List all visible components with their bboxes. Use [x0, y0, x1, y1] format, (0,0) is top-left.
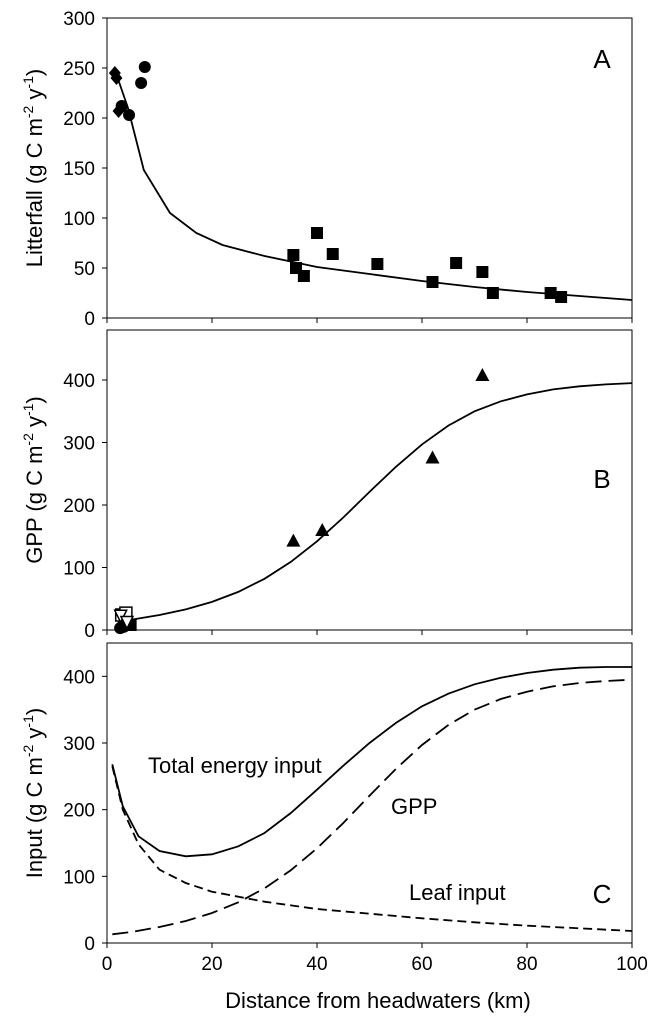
y-tick-label: 0: [84, 309, 95, 330]
panel-label-b: B: [593, 464, 610, 494]
y-tick-label: 300: [63, 434, 95, 455]
y-tick-label: 300: [63, 9, 95, 30]
y-tick-label: 200: [63, 801, 95, 822]
x-axis-label: Distance from headwaters (km): [225, 988, 531, 1013]
data-point-square: [297, 270, 310, 282]
y-tick-label: 100: [63, 559, 95, 580]
y-tick-label: 0: [84, 621, 95, 642]
data-point-square: [311, 227, 323, 239]
x-tick-label: 80: [516, 954, 537, 975]
y-tick-label: 400: [63, 371, 95, 392]
fit-curve: [114, 69, 633, 301]
series-line-leaf-input: [111, 766, 633, 932]
x-tick-label: 60: [411, 954, 432, 975]
panel-a-litterfall: 0 50 100 150 200 250 300 Litterfall (g C m-2 y-…: [20, 9, 633, 330]
data-point-square: [287, 249, 300, 261]
panel-label-a: A: [593, 44, 611, 74]
x-tick-label: 100: [616, 954, 648, 975]
data-point-square: [326, 248, 339, 260]
data-point-circle: [115, 100, 128, 112]
data-point-circle: [135, 77, 148, 89]
x-tick-label: 0: [102, 954, 113, 975]
y-tick-label: 100: [63, 209, 95, 230]
y-tick-label: 300: [63, 734, 95, 755]
x-tick-label: 20: [201, 954, 222, 975]
y-tick-label: 200: [63, 496, 95, 517]
annotation-gpp: GPP: [391, 794, 437, 819]
data-point-circle: [138, 61, 151, 73]
y-tick-label: 0: [84, 934, 95, 955]
data-point-square: [544, 287, 557, 299]
data-point-diamond: [110, 71, 123, 85]
series-line-gpp: [112, 678, 633, 936]
series-line-total-energy-input: [111, 666, 632, 858]
y-axis-label: Input (g C m-2 y-1): [20, 708, 47, 878]
data-point-triangle: [425, 450, 440, 464]
plot-frame: [106, 17, 633, 319]
y-tick-label: 50: [74, 259, 95, 280]
data-point-square: [426, 276, 439, 288]
annotation-total-energy-input: Total energy input: [148, 753, 322, 778]
data-point-square: [555, 291, 568, 303]
x-tick-label: 40: [306, 954, 327, 975]
data-point-square: [486, 287, 499, 299]
y-tick-label: 100: [63, 867, 95, 888]
y-tick-label: 150: [63, 159, 95, 180]
fit-curve: [117, 382, 633, 623]
data-point-open-triangle-down: [119, 615, 135, 631]
data-point-square: [450, 257, 463, 269]
panel-b-gpp: 0 100 200 300 400 GPP (g C m-2 y-1): [20, 329, 633, 642]
panel-c-input: 0 100 200 300 400 0 20 40 60 80 100 Input (g C m-2 …: [20, 642, 648, 975]
data-point-circle: [123, 109, 136, 121]
plot-frame: [106, 642, 633, 944]
data-point-square: [476, 266, 489, 278]
plot-frame: [106, 329, 633, 631]
annotation-leaf-input: Leaf input: [409, 880, 506, 905]
y-tick-label: 400: [63, 667, 95, 688]
y-axis-label: Litterfall (g C m-2 y-1): [20, 69, 47, 268]
y-tick-label: 250: [63, 59, 95, 80]
y-axis-label: GPP (g C m-2 y-1): [20, 396, 47, 564]
y-tick-label: 200: [63, 109, 95, 130]
panel-label-c: C: [593, 879, 612, 909]
data-point-triangle: [286, 533, 301, 547]
data-point-square: [371, 258, 384, 270]
data-point-triangle: [475, 368, 490, 381]
data-point-triangle: [315, 523, 330, 536]
